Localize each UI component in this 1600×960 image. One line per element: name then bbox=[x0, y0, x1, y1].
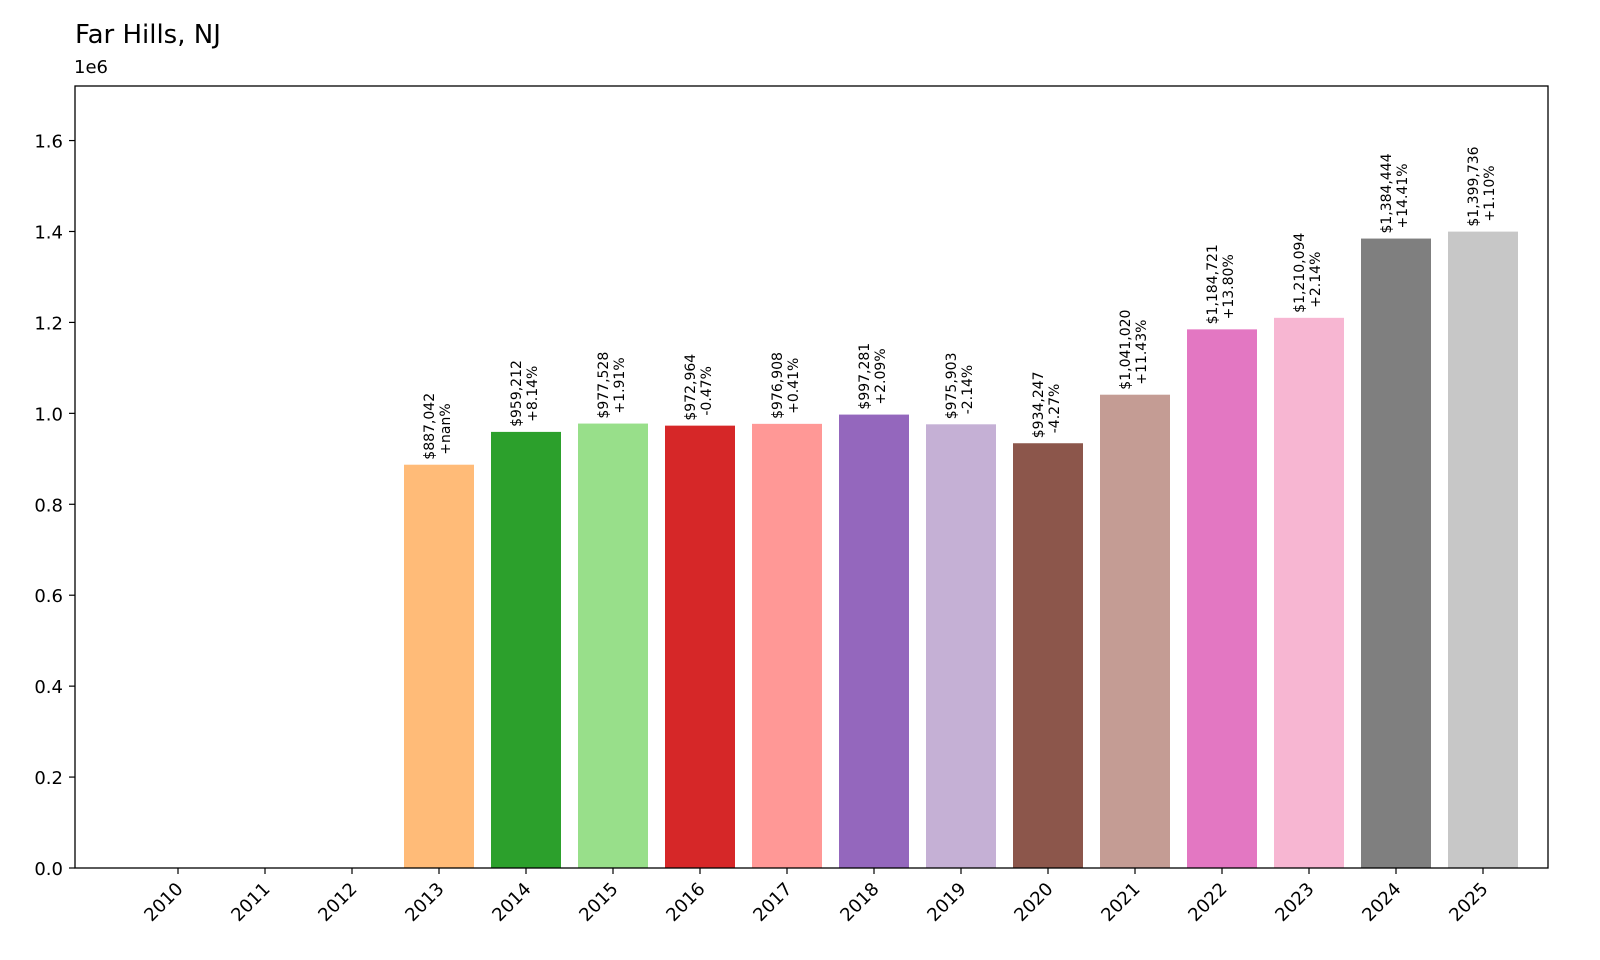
y-tick-label: 1.4 bbox=[34, 222, 63, 243]
value-label: $997,281 bbox=[857, 343, 873, 410]
x-tick-label: 2023 bbox=[1271, 879, 1318, 926]
value-label: $1,041,020 bbox=[1118, 310, 1134, 390]
change-label: +nan% bbox=[438, 403, 454, 454]
bar-2015 bbox=[578, 423, 648, 868]
x-tick-label: 2010 bbox=[140, 879, 187, 926]
bar-2022 bbox=[1187, 329, 1257, 868]
change-label: +11.43% bbox=[1134, 320, 1150, 385]
y-tick-label: 0.0 bbox=[34, 859, 63, 880]
x-tick-label: 2011 bbox=[227, 879, 274, 926]
change-label: +14.41% bbox=[1395, 163, 1411, 228]
value-label: $887,042 bbox=[422, 393, 438, 460]
change-label: +0.41% bbox=[786, 358, 802, 414]
change-label: +1.10% bbox=[1482, 165, 1498, 221]
bar-2025 bbox=[1448, 231, 1518, 868]
bar-2014 bbox=[491, 431, 561, 868]
y-tick-label: 0.6 bbox=[34, 586, 63, 607]
bar-2013 bbox=[404, 464, 474, 868]
change-label: -4.27% bbox=[1047, 384, 1063, 434]
x-tick-label: 2013 bbox=[401, 879, 448, 926]
value-label: $934,247 bbox=[1031, 371, 1047, 438]
x-tick-label: 2016 bbox=[662, 879, 709, 926]
chart-title: Far Hills, NJ bbox=[75, 20, 221, 50]
bar-2024 bbox=[1361, 238, 1431, 869]
y-tick-label: 1.0 bbox=[34, 404, 63, 425]
value-label: $959,212 bbox=[509, 360, 525, 427]
bar-2016 bbox=[665, 425, 735, 868]
x-tick-label: 2022 bbox=[1184, 879, 1231, 926]
plot-frame bbox=[74, 85, 1549, 869]
x-tick-label: 2014 bbox=[488, 879, 535, 926]
change-label: +2.14% bbox=[1308, 252, 1324, 308]
y-tick-label: 0.4 bbox=[34, 677, 63, 698]
bar-2020 bbox=[1013, 443, 1083, 868]
value-label: $972,964 bbox=[683, 354, 699, 421]
x-tick-label: 2015 bbox=[575, 879, 622, 926]
x-tick-label: 2021 bbox=[1097, 879, 1144, 926]
change-label: +2.09% bbox=[873, 348, 889, 404]
x-tick-label: 2017 bbox=[749, 879, 796, 926]
y-tick-label: 0.8 bbox=[34, 495, 63, 516]
value-label: $977,528 bbox=[596, 352, 612, 419]
y-tick-label: 1.6 bbox=[34, 132, 63, 153]
value-label: $976,908 bbox=[770, 352, 786, 419]
change-label: +1.91% bbox=[612, 357, 628, 413]
y-tick-label: 0.2 bbox=[34, 768, 63, 789]
change-label: +13.80% bbox=[1221, 254, 1237, 319]
value-label: $975,903 bbox=[944, 352, 960, 419]
x-tick-label: 2018 bbox=[836, 879, 883, 926]
bar-2019 bbox=[926, 424, 996, 868]
y-tick-label: 1.2 bbox=[34, 313, 63, 334]
bar-2018 bbox=[839, 414, 909, 868]
x-tick-label: 2012 bbox=[314, 879, 361, 926]
bar-2023 bbox=[1274, 317, 1344, 868]
x-tick-label: 2024 bbox=[1358, 879, 1405, 926]
bar-2021 bbox=[1100, 394, 1170, 868]
value-label: $1,184,721 bbox=[1205, 244, 1221, 324]
value-label: $1,399,736 bbox=[1466, 146, 1482, 226]
value-label: $1,210,094 bbox=[1292, 233, 1308, 313]
change-label: -2.14% bbox=[960, 365, 976, 415]
bar-2017 bbox=[752, 423, 822, 868]
change-label: +8.14% bbox=[525, 366, 541, 422]
change-label: -0.47% bbox=[699, 366, 715, 416]
value-label: $1,384,444 bbox=[1379, 153, 1395, 233]
y-axis-multiplier: 1e6 bbox=[74, 57, 108, 78]
x-tick-label: 2020 bbox=[1010, 879, 1057, 926]
x-tick-label: 2025 bbox=[1445, 879, 1492, 926]
x-tick-label: 2019 bbox=[923, 879, 970, 926]
